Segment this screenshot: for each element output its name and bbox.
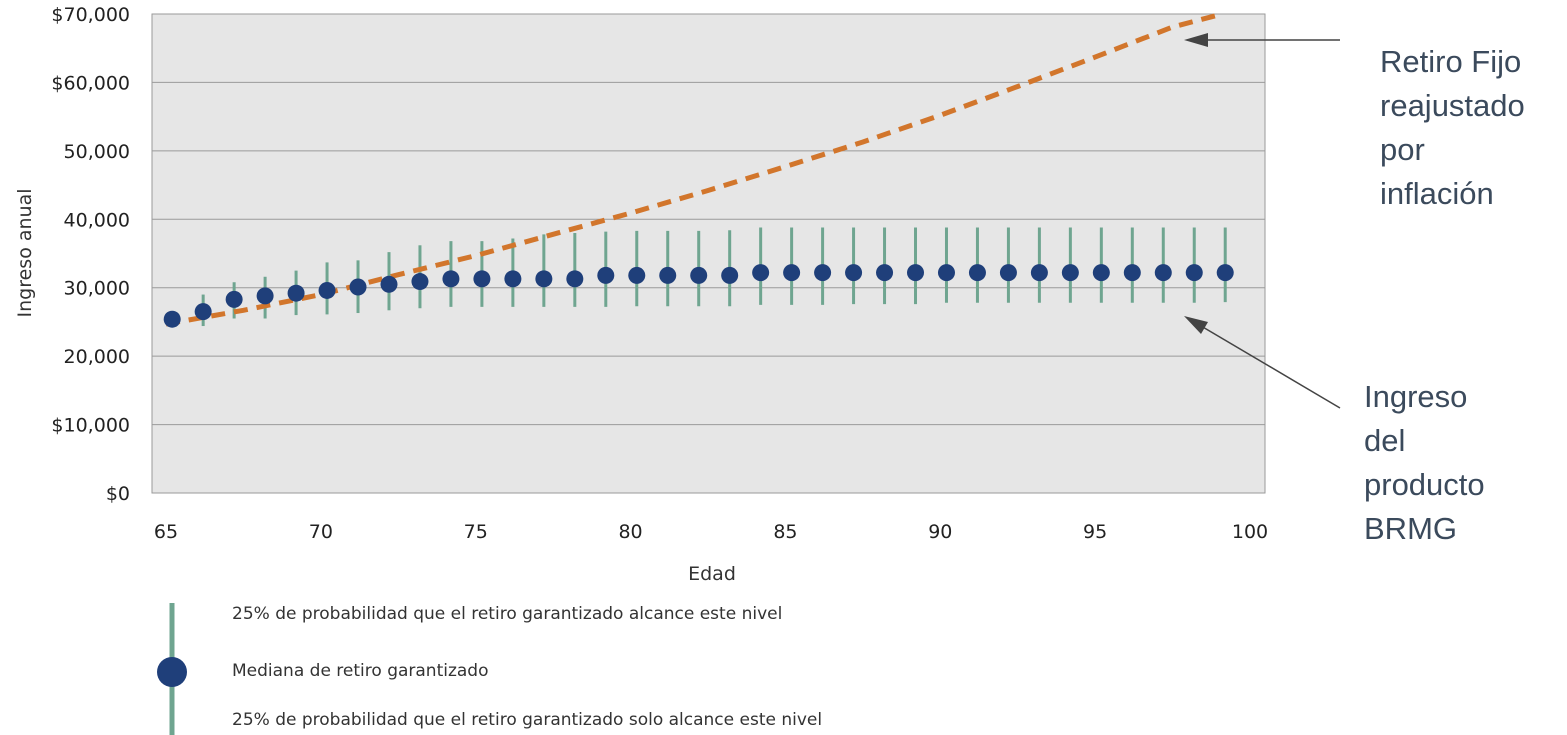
median-point: [968, 264, 986, 282]
median-point: [1123, 264, 1141, 282]
x-tick-label: 65: [154, 521, 178, 543]
legend-median-text: Mediana de retiro garantizado: [232, 661, 489, 681]
product-arrow-line: [1195, 322, 1341, 409]
y-tick-label: 50,000: [64, 141, 130, 163]
median-point: [473, 270, 491, 288]
y-axis-ticks: $0 $10,000 20,000 30,000 40,000 50,000 $60,000…: [51, 4, 130, 505]
gridlines: [152, 81, 1265, 426]
x-tick-label: 75: [464, 521, 488, 543]
legend-lower-text: 25% de probabilidad que el retiro garant…: [232, 710, 822, 730]
y-tick-label: $10,000: [51, 415, 130, 437]
median-point: [721, 266, 739, 284]
median-point: [535, 270, 553, 288]
product-annotation-line-3: producto: [1364, 467, 1485, 502]
inflation-annotation-line-4: inflación: [1380, 176, 1494, 211]
median-point: [937, 264, 955, 282]
median-point: [1061, 264, 1079, 282]
y-tick-label: 30,000: [64, 278, 130, 300]
median-point: [225, 290, 243, 308]
median-point: [411, 273, 429, 291]
y-tick-label: 20,000: [64, 346, 130, 368]
median-point: [1092, 264, 1110, 282]
median-point: [597, 266, 615, 284]
y-tick-label: $0: [106, 483, 130, 505]
median-point: [783, 264, 801, 282]
median-point: [1185, 264, 1203, 282]
median-point: [349, 278, 367, 296]
median-point: [845, 264, 863, 282]
median-point: [999, 264, 1017, 282]
legend-upper-text: 25% de probabilidad que el retiro garant…: [232, 604, 782, 624]
inflation-annotation-line-2: reajustado: [1380, 88, 1525, 123]
product-annotation-line-1: Ingreso: [1364, 379, 1467, 414]
median-point: [876, 264, 894, 282]
median-point: [163, 310, 181, 328]
median-point: [256, 287, 274, 305]
median-point: [194, 303, 212, 321]
median-point: [1030, 264, 1048, 282]
x-tick-label: 90: [928, 521, 952, 543]
legend-median-marker: [157, 657, 187, 687]
median-point: [504, 270, 522, 288]
y-tick-label: $70,000: [51, 4, 130, 26]
x-axis-ticks: 65 70 75 80 85 90 95 100: [154, 521, 1268, 543]
median-point: [907, 264, 925, 282]
median-point: [752, 264, 770, 282]
x-tick-label: 70: [309, 521, 333, 543]
median-point: [814, 264, 832, 282]
median-point: [566, 270, 584, 288]
median-point: [318, 281, 336, 299]
median-point: [287, 284, 305, 302]
median-point: [442, 270, 460, 288]
x-tick-label: 100: [1232, 521, 1268, 543]
median-point: [1154, 264, 1172, 282]
product-arrow-head: [1184, 316, 1208, 334]
x-tick-label: 95: [1083, 521, 1107, 543]
inflation-annotation-line-1: Retiro Fijo: [1380, 44, 1521, 79]
x-tick-label: 85: [773, 521, 797, 543]
inflation-adjusted-series: [165, 11, 1223, 327]
y-tick-label: $60,000: [51, 72, 130, 94]
y-tick-label: 40,000: [64, 209, 130, 231]
median-points: [163, 264, 1234, 328]
plot-area: [151, 13, 1266, 494]
median-point: [380, 275, 398, 293]
x-tick-label: 80: [618, 521, 642, 543]
y-axis-label: Ingreso anual: [14, 188, 36, 317]
x-axis-label: Edad: [688, 563, 736, 585]
product-annotation-line-2: del: [1364, 423, 1405, 458]
median-point: [1216, 264, 1234, 282]
median-point: [628, 266, 646, 284]
product-annotation-line-4: BRMG: [1364, 511, 1457, 546]
inflation-arrow-head: [1184, 33, 1208, 47]
median-point: [659, 266, 677, 284]
legend: 25% de probabilidad que el retiro garant…: [157, 603, 822, 735]
inflation-annotation-line-3: por: [1380, 132, 1425, 167]
median-point: [690, 266, 708, 284]
